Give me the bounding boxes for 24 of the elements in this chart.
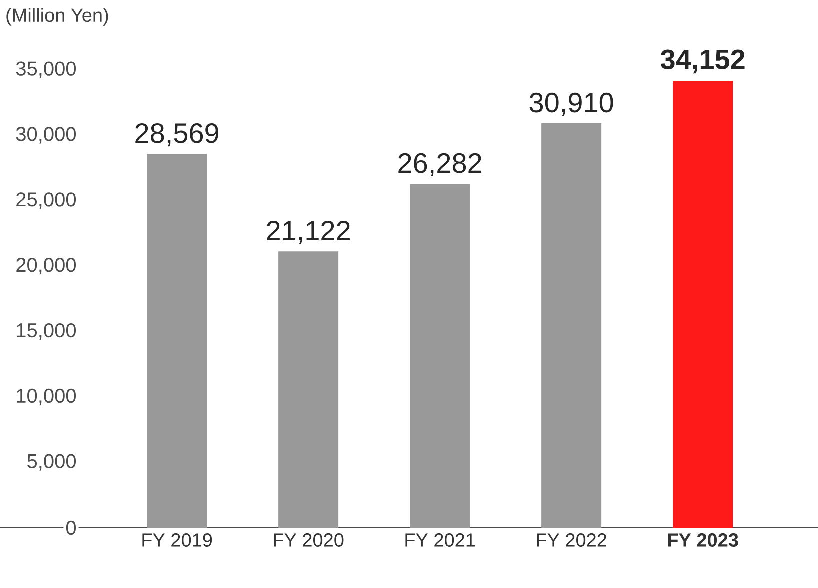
bar: [410, 184, 470, 528]
data-label: 21,122: [267, 220, 350, 244]
y-tick-label: 30,000: [16, 127, 76, 144]
bar: [278, 252, 339, 528]
y-tick-label: 25,000: [16, 192, 76, 210]
bar: [147, 154, 208, 528]
x-tick-label: FY 2020: [274, 534, 344, 547]
data-label: 30,910: [530, 92, 614, 116]
x-tick-label: FY 2019: [142, 534, 212, 547]
y-tick-label: 0: [66, 520, 76, 536]
y-tick-label: 20,000: [16, 258, 76, 275]
x-tick-label: FY 2023: [668, 534, 738, 548]
data-label: 34,152: [660, 50, 745, 74]
y-tick-label: 5,000: [28, 454, 76, 471]
bar: [673, 81, 734, 528]
y-tick-label: 10,000: [17, 388, 76, 406]
bar: [542, 124, 602, 528]
y-tick-label: 15,000: [17, 323, 76, 340]
data-label: 28,569: [136, 124, 219, 147]
data-label: 26,282: [398, 153, 482, 177]
y-tick-label: 35,000: [16, 62, 76, 78]
y-axis-title: (Million Yen): [6, 8, 108, 26]
x-tick-label: FY 2021: [406, 534, 476, 547]
x-tick-label: FY 2022: [537, 534, 606, 547]
